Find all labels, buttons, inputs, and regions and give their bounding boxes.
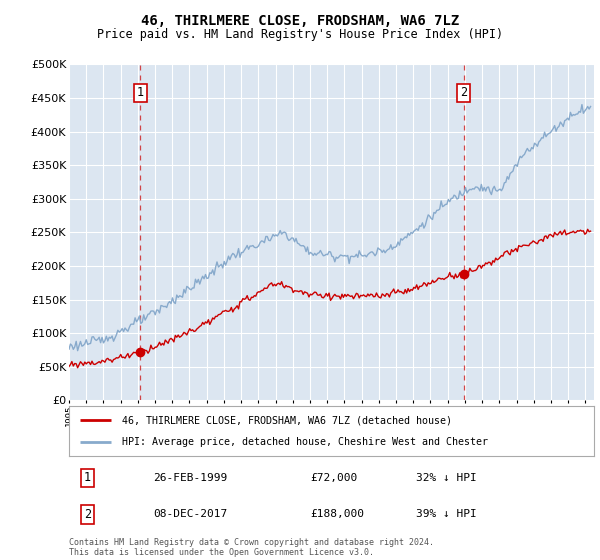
Text: HPI: Average price, detached house, Cheshire West and Chester: HPI: Average price, detached house, Ches… (121, 437, 487, 447)
Text: 39% ↓ HPI: 39% ↓ HPI (415, 509, 476, 519)
Text: £72,000: £72,000 (311, 473, 358, 483)
Text: 46, THIRLMERE CLOSE, FRODSHAM, WA6 7LZ: 46, THIRLMERE CLOSE, FRODSHAM, WA6 7LZ (141, 14, 459, 28)
Text: 32% ↓ HPI: 32% ↓ HPI (415, 473, 476, 483)
Text: 46, THIRLMERE CLOSE, FRODSHAM, WA6 7LZ (detached house): 46, THIRLMERE CLOSE, FRODSHAM, WA6 7LZ (… (121, 415, 452, 425)
Text: 2: 2 (460, 86, 467, 100)
Text: £188,000: £188,000 (311, 509, 365, 519)
Text: Price paid vs. HM Land Registry's House Price Index (HPI): Price paid vs. HM Land Registry's House … (97, 28, 503, 41)
Text: 1: 1 (137, 86, 144, 100)
Text: Contains HM Land Registry data © Crown copyright and database right 2024.
This d: Contains HM Land Registry data © Crown c… (69, 538, 434, 557)
Text: 26-FEB-1999: 26-FEB-1999 (153, 473, 227, 483)
Text: 08-DEC-2017: 08-DEC-2017 (153, 509, 227, 519)
Text: 2: 2 (84, 507, 91, 521)
Text: 1: 1 (84, 472, 91, 484)
